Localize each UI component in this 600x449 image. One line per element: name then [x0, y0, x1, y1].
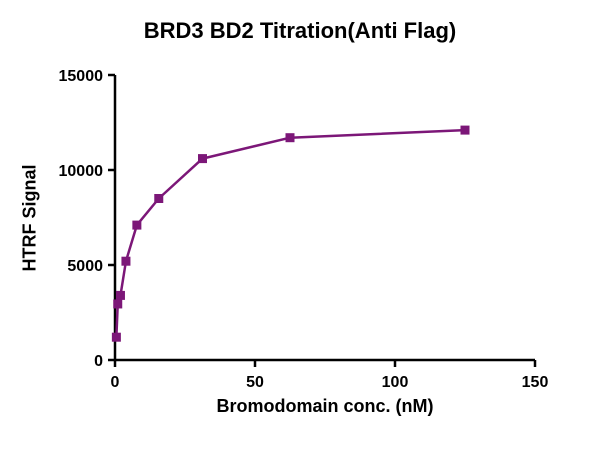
x-tick-label: 150: [522, 374, 549, 391]
x-tick-label: 100: [382, 374, 409, 391]
data-point-marker: [132, 220, 142, 230]
data-point-marker: [154, 194, 164, 203]
data-point-marker: [113, 299, 123, 309]
data-point-marker: [121, 256, 131, 266]
data-point-marker: [111, 332, 121, 342]
series-line: [115, 128, 467, 339]
chart-title: BRD3 BD2 Titration(Anti Flag): [143, 18, 457, 43]
x-axis-label: Bromodomain conc. (nM): [216, 396, 434, 416]
data-point-marker: [285, 133, 295, 143]
y-tick-label: 10000: [59, 163, 104, 180]
y-tick-label: 15000: [59, 68, 104, 85]
y-tick-label: 5000: [67, 258, 103, 275]
x-tick-label: 0: [111, 374, 120, 391]
data-point-marker: [198, 154, 207, 164]
data-point-marker: [460, 125, 470, 135]
data-point-marker: [115, 290, 125, 300]
y-tick-label: 0: [94, 353, 103, 370]
x-tick-label: 50: [246, 374, 264, 391]
